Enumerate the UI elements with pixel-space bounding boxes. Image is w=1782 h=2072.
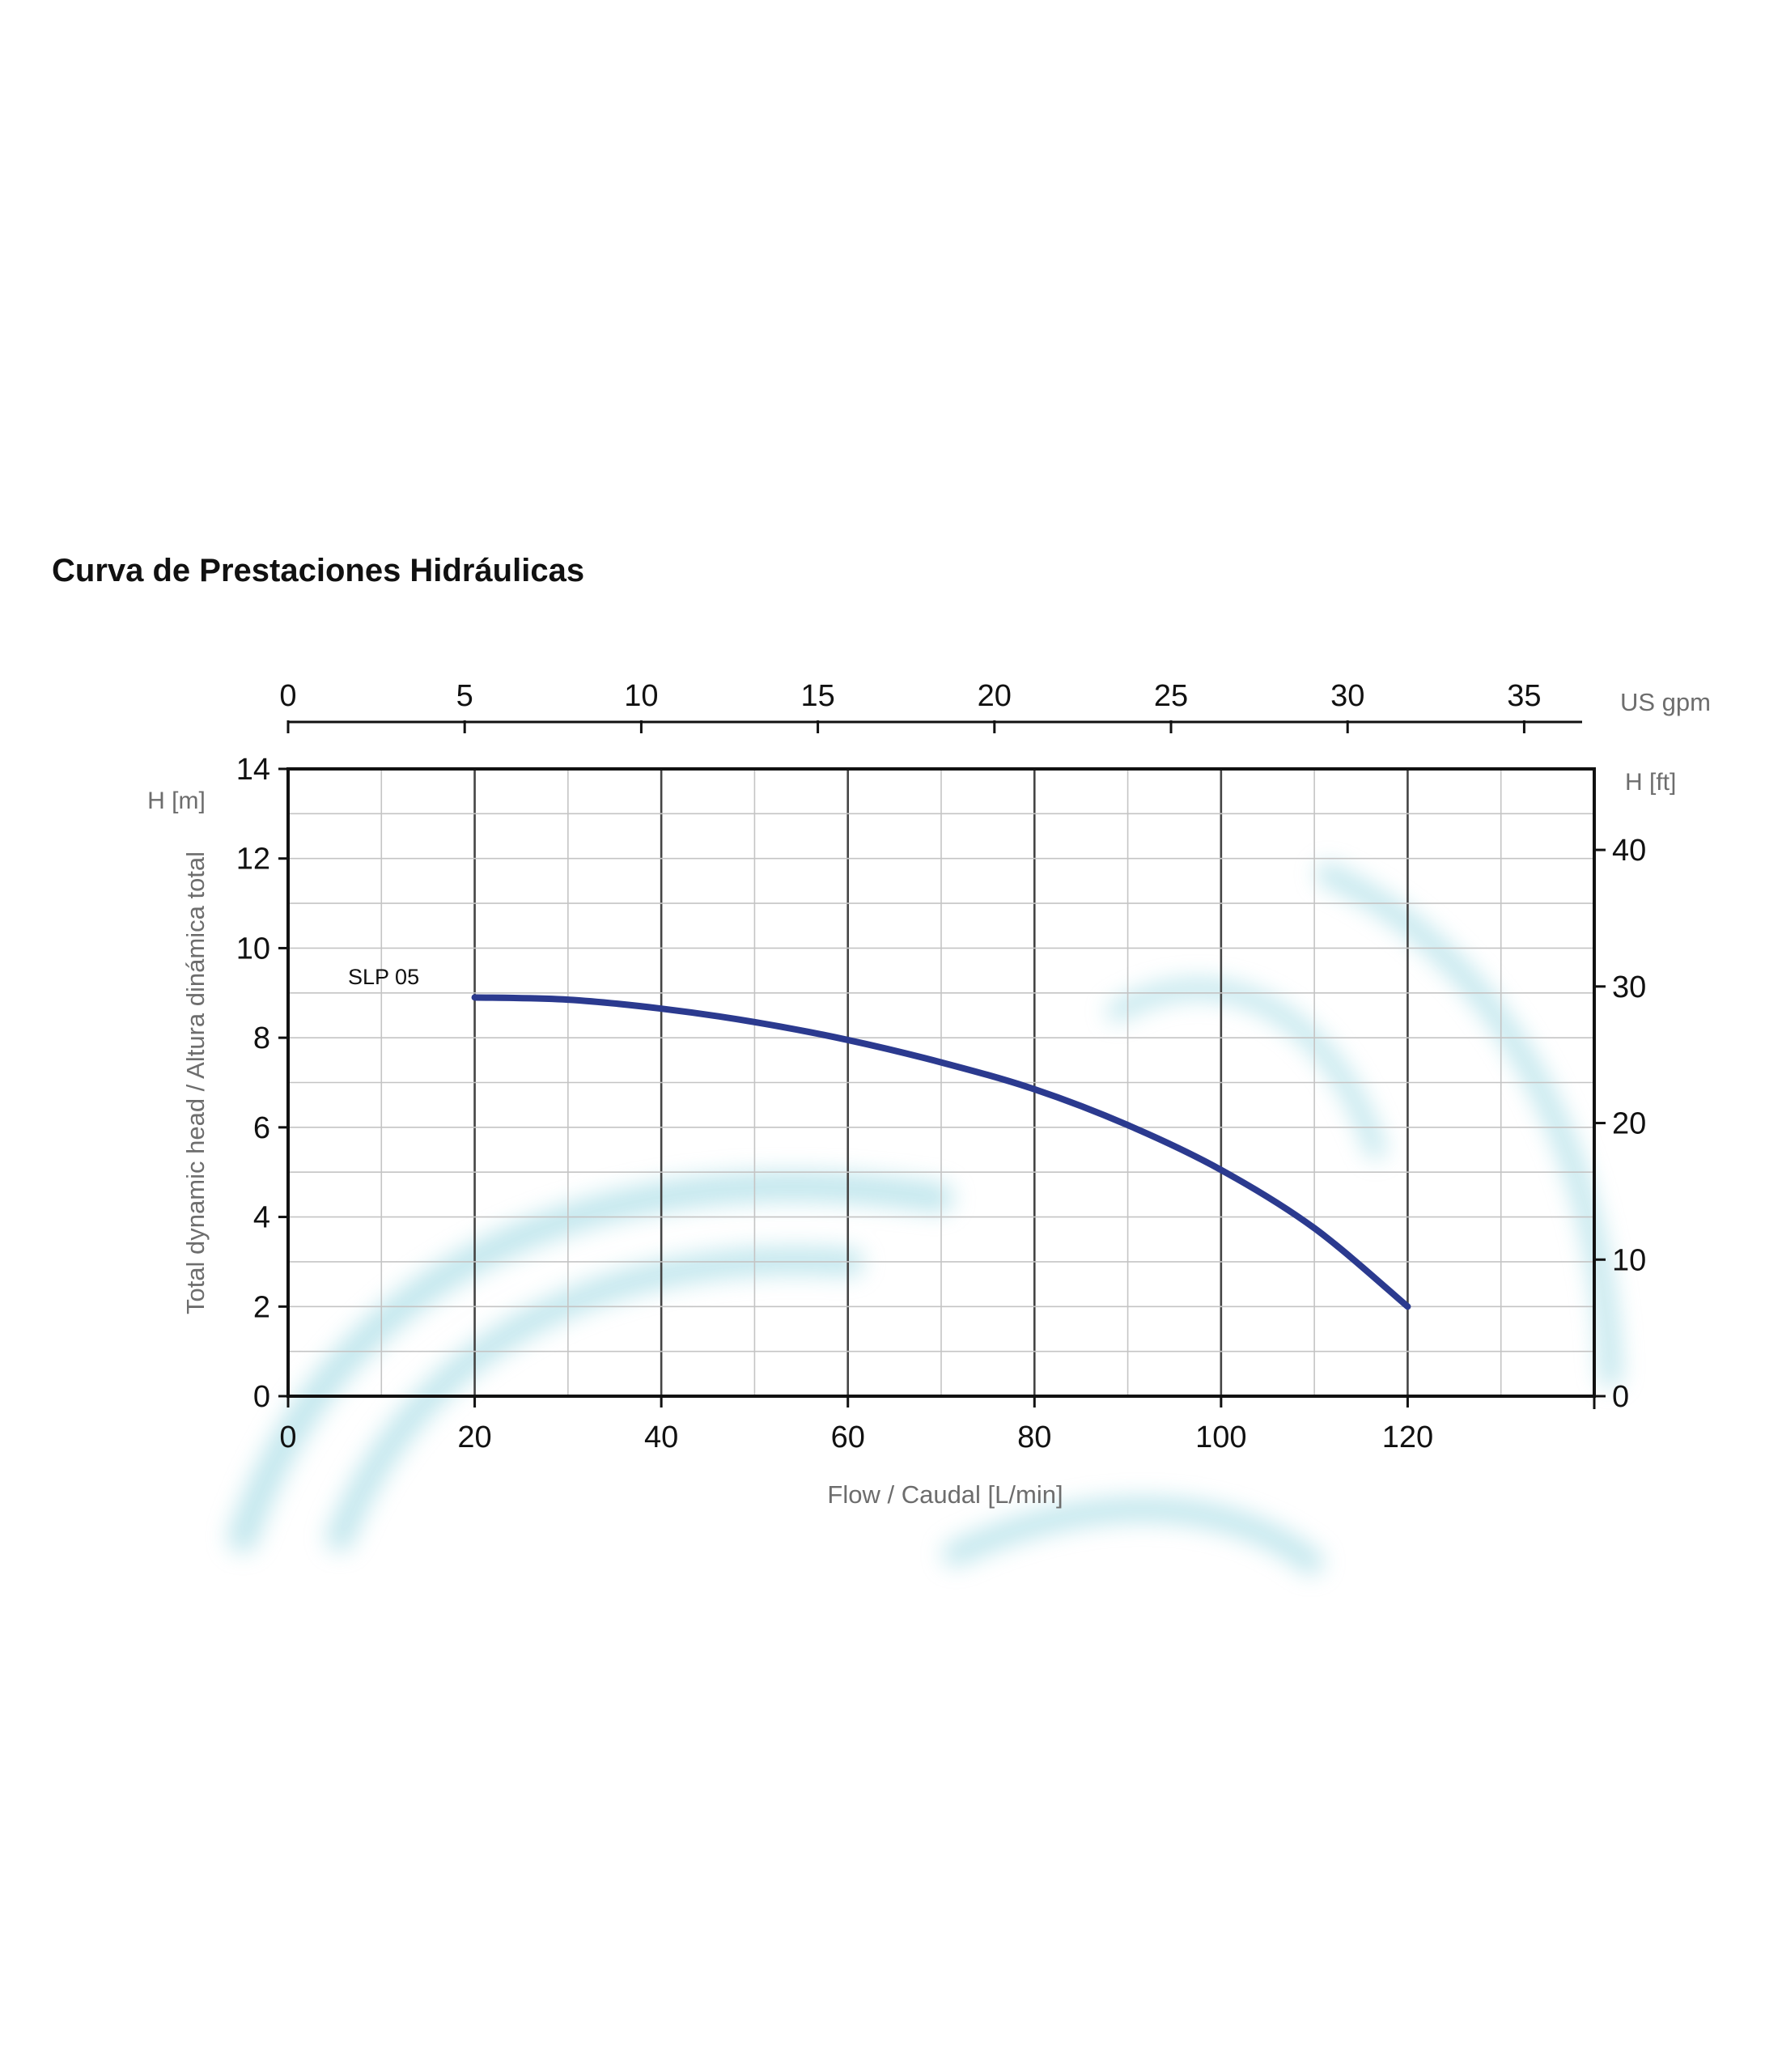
secondary-y-tick-label-20: 20	[1612, 1107, 1646, 1141]
background-swirls	[228, 863, 1622, 1574]
y-tick-label-0: 0	[253, 1380, 270, 1414]
swirl-5	[1107, 979, 1385, 1159]
y-tick-label-12: 12	[236, 843, 270, 877]
secondary-x-tick-label-0: 0	[279, 679, 296, 713]
secondary-x-tick-label-10: 10	[624, 679, 658, 713]
swirl-1	[228, 1171, 953, 1552]
x-tick-label-80: 80	[1017, 1420, 1051, 1454]
y-tick-label-4: 4	[253, 1201, 270, 1235]
x-tick-label-60: 60	[831, 1420, 865, 1454]
secondary-x-tick-label-20: 20	[978, 679, 1012, 713]
secondary-y-tick-label-10: 10	[1612, 1243, 1646, 1277]
x-tick-label-40: 40	[644, 1420, 678, 1454]
plot-frame	[286, 767, 1596, 1398]
y-tick-label-8: 8	[253, 1021, 270, 1055]
secondary-x-tick-label-5: 5	[456, 679, 473, 713]
x-tick-label-120: 120	[1382, 1420, 1433, 1454]
page-heading: Curva de Prestaciones Hidráulicas	[52, 553, 584, 588]
secondary-x-tick-label-25: 25	[1154, 679, 1188, 713]
secondary-y-tick-label-40: 40	[1612, 834, 1646, 868]
y-tick-label-2: 2	[253, 1290, 270, 1324]
y-axis-title: Total dynamic head / Altura dinámica tot…	[181, 851, 210, 1314]
grid	[288, 769, 1594, 1396]
secondary-x-tick-label-35: 35	[1507, 679, 1541, 713]
x-tick-label-100: 100	[1195, 1420, 1246, 1454]
y-unit-label: H [m]	[147, 788, 206, 814]
x-axis-title: Flow / Caudal [L/min]	[827, 1480, 1063, 1509]
x-tick-label-20: 20	[457, 1420, 491, 1454]
series-label-1: SLP 05	[348, 965, 419, 989]
y-tick-label-6: 6	[253, 1111, 270, 1145]
secondary-y-label: H [ft]	[1625, 769, 1676, 796]
swirl-4	[1316, 863, 1622, 1387]
secondary-y-tick-label-0: 0	[1612, 1380, 1629, 1414]
secondary-x-tick-label-30: 30	[1330, 679, 1364, 713]
secondary-x-label: US gpm	[1620, 688, 1711, 716]
secondary-x-tick-label-15: 15	[800, 679, 834, 713]
secondary-y-tick-label-30: 30	[1612, 970, 1646, 1004]
y-tick-label-10: 10	[236, 932, 270, 966]
series-layer: SLP 05	[348, 965, 1411, 1310]
x-tick-label-0: 0	[279, 1420, 296, 1454]
series-line-1	[471, 994, 1411, 1310]
y-tick-label-14: 14	[236, 753, 270, 787]
swirl-3	[943, 1497, 1323, 1574]
